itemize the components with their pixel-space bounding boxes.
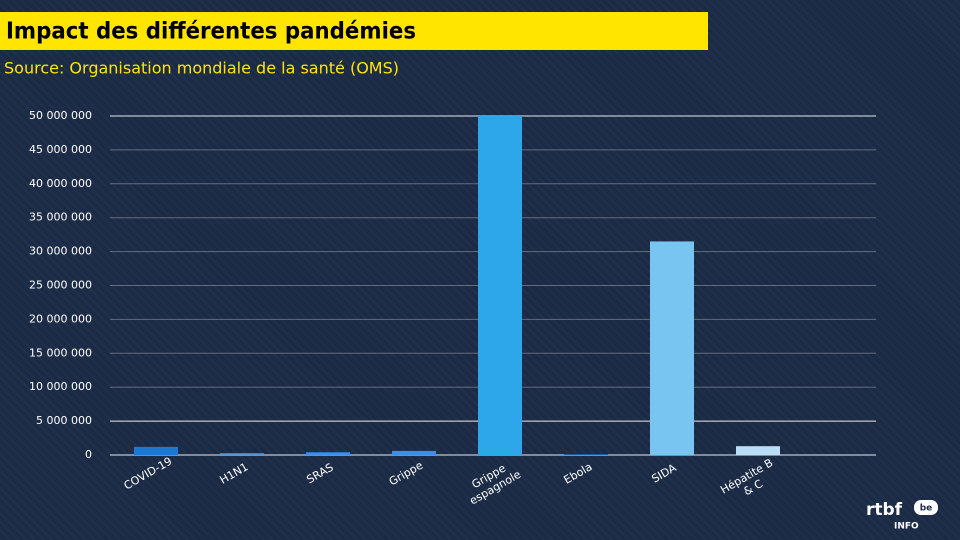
y-tick-label: 20 000 000 <box>29 312 92 325</box>
y-tick-label: 15 000 000 <box>29 346 92 359</box>
y-tick-label: 35 000 000 <box>29 211 92 224</box>
bar <box>478 116 522 455</box>
y-tick-label: 25 000 000 <box>29 279 92 292</box>
logo-badge: be <box>920 504 933 514</box>
bar <box>220 453 264 455</box>
y-tick-label: 40 000 000 <box>29 177 92 190</box>
bar <box>564 454 608 455</box>
bar <box>134 446 178 455</box>
logo: rtbf <box>866 500 903 520</box>
y-tick-label: 10 000 000 <box>29 380 92 393</box>
y-tick-label: 30 000 000 <box>29 245 92 258</box>
chart-title: Impact des différentes pandémies <box>6 19 416 45</box>
logo-badge-bg <box>914 500 938 515</box>
logo-sub: INFO <box>894 522 919 532</box>
bar <box>736 446 780 455</box>
chart-subtitle: Source: Organisation mondiale de la sant… <box>4 59 399 78</box>
bar <box>392 450 436 455</box>
y-tick-label: 5 000 000 <box>36 414 92 427</box>
bar <box>306 452 350 455</box>
y-tick-label: 0 <box>85 448 92 461</box>
bar <box>650 241 694 455</box>
y-tick-label: 50 000 000 <box>29 109 92 122</box>
title-box <box>0 12 708 50</box>
y-tick-label: 45 000 000 <box>29 143 92 156</box>
